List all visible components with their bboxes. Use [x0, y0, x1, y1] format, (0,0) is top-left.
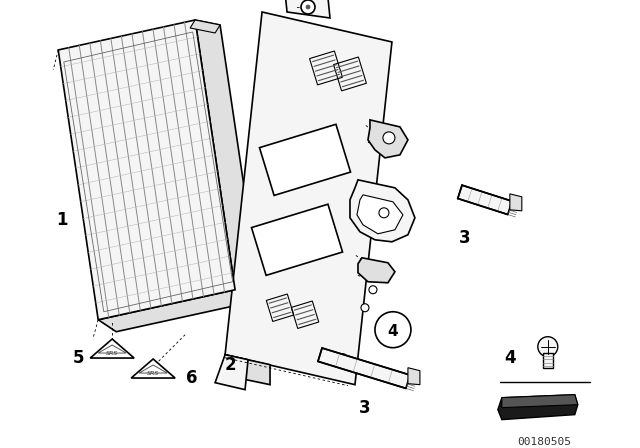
- Polygon shape: [131, 359, 175, 378]
- Polygon shape: [358, 258, 395, 283]
- Circle shape: [361, 304, 369, 312]
- Polygon shape: [259, 124, 351, 195]
- Circle shape: [379, 208, 389, 218]
- Polygon shape: [190, 20, 220, 33]
- Polygon shape: [318, 348, 410, 388]
- Circle shape: [301, 0, 315, 14]
- Polygon shape: [408, 368, 420, 385]
- Text: 2: 2: [224, 356, 236, 374]
- Polygon shape: [195, 20, 260, 295]
- Circle shape: [339, 354, 347, 362]
- Text: 1: 1: [56, 211, 68, 229]
- Text: SRS: SRS: [147, 371, 159, 376]
- Polygon shape: [252, 204, 342, 276]
- Text: SRS: SRS: [106, 351, 118, 356]
- Polygon shape: [90, 339, 134, 358]
- Circle shape: [369, 286, 377, 294]
- Bar: [543, 353, 553, 368]
- Polygon shape: [222, 355, 270, 385]
- Polygon shape: [225, 12, 392, 385]
- Text: 5: 5: [72, 349, 84, 367]
- Polygon shape: [502, 395, 578, 408]
- Text: 6: 6: [186, 369, 198, 387]
- Polygon shape: [285, 0, 330, 18]
- Polygon shape: [215, 355, 248, 390]
- Polygon shape: [58, 20, 235, 320]
- Text: 00180505: 00180505: [517, 437, 571, 447]
- Text: 3: 3: [459, 229, 470, 247]
- Polygon shape: [98, 290, 253, 332]
- Text: 3: 3: [359, 399, 371, 417]
- Polygon shape: [498, 395, 578, 420]
- Polygon shape: [458, 185, 512, 215]
- Polygon shape: [350, 180, 415, 242]
- Circle shape: [375, 312, 411, 348]
- Text: 4: 4: [504, 349, 516, 367]
- Polygon shape: [368, 120, 408, 158]
- Polygon shape: [510, 194, 522, 211]
- Circle shape: [383, 132, 395, 144]
- Polygon shape: [357, 195, 403, 234]
- Circle shape: [538, 337, 558, 357]
- Circle shape: [306, 5, 310, 9]
- Text: 4: 4: [388, 324, 398, 339]
